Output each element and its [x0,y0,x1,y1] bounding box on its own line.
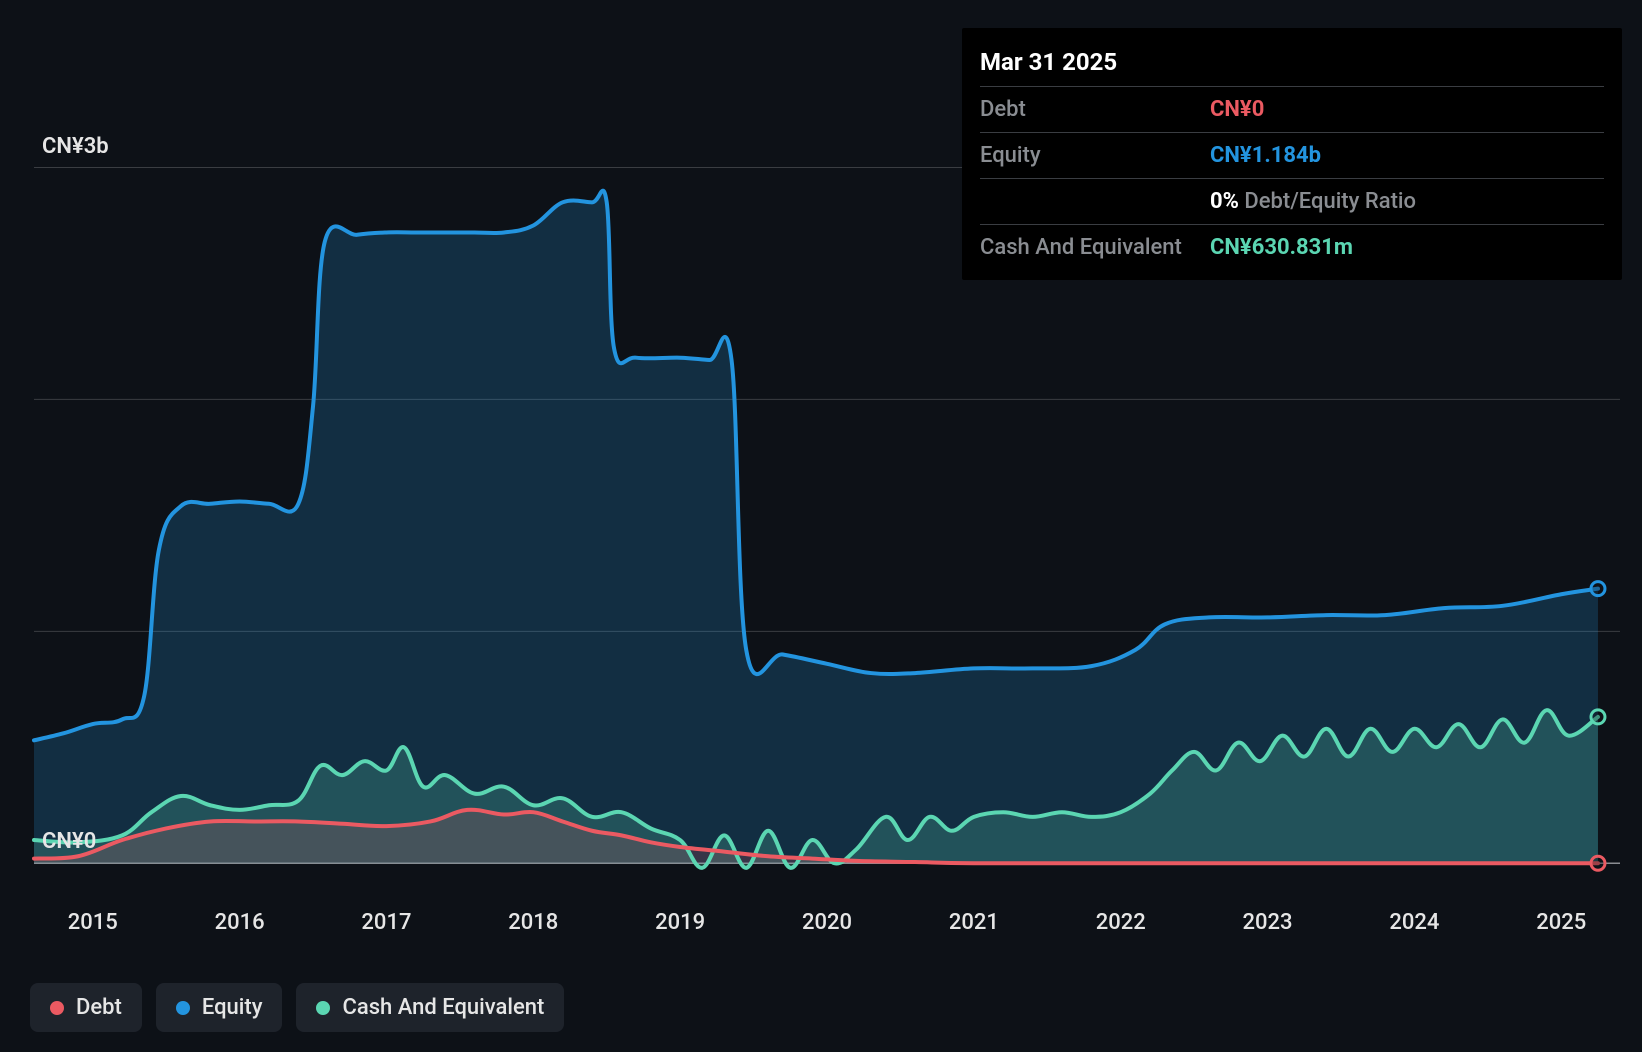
tooltip-row-value: CN¥0 [1210,93,1264,126]
financial-chart[interactable]: Mar 31 2025 DebtCN¥0EquityCN¥1.184b0% De… [0,0,1642,1052]
series-endpoint-equity [1591,582,1605,596]
tooltip-row: EquityCN¥1.184b [980,132,1604,178]
y-axis-label: CN¥3b [42,134,109,159]
series-endpoint-debt [1591,856,1605,870]
legend-item-cash-and-equivalent[interactable]: Cash And Equivalent [296,983,564,1032]
x-axis-label: 2023 [1243,910,1293,935]
series-endpoint-cash-and-equivalent [1591,710,1605,724]
tooltip-date: Mar 31 2025 [980,44,1604,80]
x-axis-label: 2024 [1389,910,1439,935]
legend-label: Debt [76,995,122,1020]
y-axis-label: CN¥0 [42,829,96,854]
hover-tooltip: Mar 31 2025 DebtCN¥0EquityCN¥1.184b0% De… [962,28,1622,280]
x-axis-label: 2018 [508,910,558,935]
chart-legend: Debt Equity Cash And Equivalent [30,983,564,1032]
x-axis-label: 2016 [215,910,265,935]
legend-dot-icon [316,1001,330,1015]
tooltip-row-label: Equity [980,139,1210,172]
tooltip-row: 0% Debt/Equity Ratio [980,178,1604,224]
x-axis-label: 2020 [802,910,852,935]
x-axis-label: 2025 [1536,910,1586,935]
tooltip-row-value: CN¥630.831m [1210,231,1353,264]
legend-label: Cash And Equivalent [342,995,544,1020]
x-axis-label: 2019 [655,910,705,935]
x-axis-label: 2022 [1096,910,1146,935]
x-axis-label: 2021 [949,910,999,935]
x-axis-label: 2017 [361,910,411,935]
legend-item-equity[interactable]: Equity [156,983,283,1032]
legend-label: Equity [202,995,263,1020]
tooltip-row-label: Debt [980,93,1210,126]
tooltip-row: DebtCN¥0 [980,86,1604,132]
tooltip-row-value: CN¥1.184b [1210,139,1321,172]
tooltip-row-label: Cash And Equivalent [980,231,1210,264]
x-axis-label: 2015 [68,910,118,935]
legend-dot-icon [176,1001,190,1015]
tooltip-row-value: 0% Debt/Equity Ratio [1210,185,1416,218]
tooltip-row-label [980,185,1210,218]
legend-dot-icon [50,1001,64,1015]
tooltip-row: Cash And EquivalentCN¥630.831m [980,224,1604,270]
legend-item-debt[interactable]: Debt [30,983,142,1032]
